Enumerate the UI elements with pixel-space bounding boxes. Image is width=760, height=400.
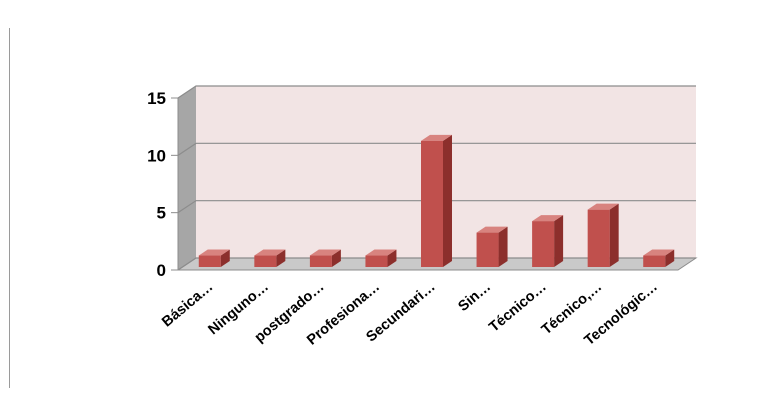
bar-front xyxy=(309,255,332,267)
bar xyxy=(309,249,341,267)
y-tick-label: 0 xyxy=(157,261,166,280)
y-tick-label: 5 xyxy=(157,204,166,223)
x-category-label: Básica… xyxy=(159,279,216,331)
bar-top xyxy=(421,134,452,141)
bar xyxy=(254,249,286,267)
bar-front xyxy=(643,255,666,267)
bar-side xyxy=(220,249,230,267)
gridline xyxy=(177,142,696,156)
side-wall xyxy=(178,86,196,270)
frame-left-border xyxy=(9,28,10,388)
gridline xyxy=(177,257,696,271)
y-tick-label: 10 xyxy=(147,146,166,165)
bar-front xyxy=(532,221,555,267)
bar-top xyxy=(643,249,675,256)
bar xyxy=(365,249,397,267)
bar-front xyxy=(198,255,221,267)
bar-side xyxy=(554,215,564,267)
bar xyxy=(532,215,564,267)
bar-side xyxy=(276,249,286,267)
gridline xyxy=(177,200,696,214)
bar-top xyxy=(476,226,508,233)
bar xyxy=(587,203,619,267)
x-category-label: Sin… xyxy=(455,279,494,315)
bar xyxy=(198,249,230,267)
bar-side xyxy=(443,134,452,267)
bar-front xyxy=(587,209,610,267)
bar-front xyxy=(421,140,443,267)
bar-side xyxy=(609,203,619,267)
bar-top xyxy=(254,249,286,256)
bar-front xyxy=(476,232,499,267)
bars xyxy=(198,134,675,267)
y-axis-ticks: 0 5 10 15 xyxy=(147,89,179,280)
bar xyxy=(421,134,452,267)
bar-top xyxy=(365,249,397,256)
bar-side xyxy=(498,226,508,267)
bar-top xyxy=(587,203,619,210)
bar-side xyxy=(665,249,675,267)
x-axis-categories: Básica…Ninguno…postgrado…Profesiona…Secu… xyxy=(159,279,661,349)
bar-top xyxy=(309,249,341,256)
bar-side xyxy=(387,249,397,267)
bar-top xyxy=(198,249,230,256)
bar-front xyxy=(365,255,388,267)
gridline xyxy=(177,85,696,99)
bar-front xyxy=(254,255,277,267)
bar-top xyxy=(532,215,564,222)
y-tick-label: 15 xyxy=(147,89,166,108)
bar xyxy=(476,226,508,267)
bar-side xyxy=(331,249,341,267)
gridlines xyxy=(177,85,696,271)
bar xyxy=(643,249,675,267)
